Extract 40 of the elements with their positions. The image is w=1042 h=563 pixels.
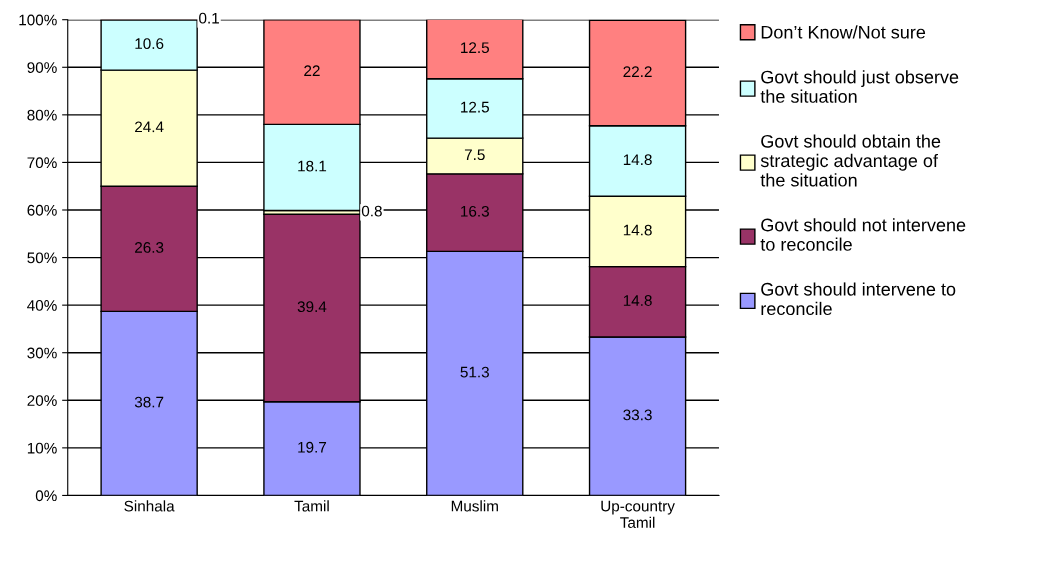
legend-label: Don’t Know/Not sure: [761, 25, 926, 39]
data-label: 0.1: [199, 12, 219, 24]
legend-label: Govt should intervene to reconcile: [761, 282, 956, 316]
y-tick-label: 60%: [27, 204, 57, 216]
data-label: 26.3: [135, 242, 164, 253]
data-label: 14.8: [623, 154, 652, 166]
data-label: 12.5: [461, 101, 489, 113]
y-tick-label: 10%: [27, 442, 57, 454]
data-label: 51.3: [460, 366, 489, 378]
data-label: 12.5: [461, 42, 489, 54]
y-tick-label: 0%: [35, 490, 57, 502]
y-tick-label: 90%: [27, 62, 57, 73]
data-label: 7.5: [464, 149, 485, 161]
data-label: 24.4: [135, 121, 164, 133]
y-tick-label: 30%: [27, 347, 57, 359]
y-tick-label: 80%: [27, 109, 57, 121]
legend-label: Govt should just observe the situation: [760, 70, 959, 103]
data-label: 14.8: [623, 224, 652, 236]
y-tick-label: 50%: [27, 252, 57, 264]
x-tick-label: Muslim: [451, 500, 498, 512]
data-label: 22: [304, 65, 320, 76]
y-tick-label: 40%: [27, 300, 57, 311]
data-label: 33.3: [623, 409, 652, 421]
data-label: 0.8: [361, 205, 382, 217]
data-label: 22.2: [623, 66, 652, 77]
y-tick-label: 100%: [19, 14, 57, 26]
data-label: 19.7: [298, 441, 327, 453]
y-tick-label: 20%: [27, 395, 57, 406]
y-tick-label: 70%: [27, 157, 57, 169]
legend-label: Govt should not intervene to reconcile: [760, 218, 966, 251]
data-label: 38.7: [134, 396, 164, 408]
data-label: 10.6: [135, 38, 164, 50]
x-tick-label: Up-country Tamil: [601, 500, 675, 528]
data-label: 18.1: [298, 160, 327, 172]
legend-label: Govt should obtain the strategic advantage of the situation: [760, 134, 941, 187]
data-label: 16.3: [461, 205, 489, 217]
x-tick-label: Sinhala: [124, 500, 175, 512]
data-label: 14.8: [623, 295, 652, 306]
data-label: 39.4: [297, 301, 327, 313]
x-tick-label: Tamil: [294, 500, 329, 512]
